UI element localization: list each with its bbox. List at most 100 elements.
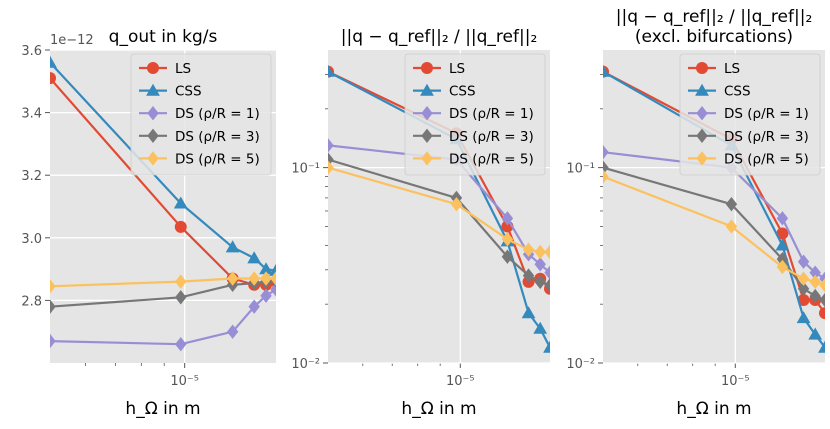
data-point — [50, 299, 56, 314]
y-tick-label: 10⁻¹ — [566, 162, 595, 177]
data-point — [450, 196, 463, 212]
legend-box — [404, 53, 546, 176]
data-point — [809, 274, 821, 290]
legend-label: DS (ρ/R = 5) — [175, 151, 260, 167]
data-point — [501, 211, 514, 226]
data-point — [797, 294, 810, 307]
data-point — [776, 211, 789, 226]
legend-marker — [696, 151, 708, 166]
data-point — [226, 324, 239, 339]
panel-title: ||q − q_ref||₂ / ||q_ref||₂ — [341, 27, 538, 47]
legend-marker — [696, 128, 708, 143]
panel-subtitle: (excl. bifurcations) — [635, 27, 793, 47]
y-tick-label: 3.4 — [21, 107, 42, 122]
x-axis-label: h_Ω in m — [401, 399, 476, 419]
data-point — [775, 238, 790, 251]
data-point — [819, 278, 825, 293]
x-tick-label: 10⁻⁵ — [446, 374, 475, 389]
legend-label: CSS — [724, 84, 751, 100]
legend-marker — [147, 128, 159, 143]
data-point — [270, 271, 276, 286]
legend-marker — [421, 106, 433, 121]
data-point — [797, 271, 810, 286]
legend-box — [130, 53, 272, 176]
data-point — [260, 288, 272, 303]
legend-label: DS (ρ/R = 1) — [175, 106, 260, 122]
data-point — [328, 138, 334, 153]
data-point — [175, 337, 187, 352]
y-tick-label: 3.2 — [21, 169, 42, 184]
data-point — [269, 263, 276, 276]
legend-label: DS (ρ/R = 5) — [449, 151, 534, 167]
legend-marker — [421, 151, 433, 166]
data-point — [328, 160, 334, 175]
data-point — [534, 244, 546, 260]
legend-marker — [147, 62, 159, 74]
legend-marker — [695, 83, 709, 96]
legend-marker — [146, 83, 160, 96]
data-point — [270, 282, 276, 297]
legend-label: DS (ρ/R = 3) — [724, 129, 809, 145]
legend-label: LS — [724, 61, 740, 77]
legend: LS CSS DS (ρ/R = 1) DS (ρ/R = 3) DS (ρ/R = 5… — [130, 53, 272, 176]
data-point — [776, 251, 789, 267]
x-tick-label: 10⁻⁵ — [170, 374, 199, 389]
data-point — [501, 249, 514, 264]
data-point — [248, 271, 260, 286]
data-point — [725, 196, 738, 212]
x-tick-label: 10⁻⁵ — [721, 374, 750, 389]
y-tick-label: 3.6 — [21, 44, 42, 59]
data-point — [225, 240, 240, 253]
legend-marker — [421, 62, 433, 74]
legend-marker — [420, 83, 434, 96]
data-point — [809, 288, 821, 304]
legend: LS CSS DS (ρ/R = 1) DS (ρ/R = 3) DS (ρ/R = 5… — [404, 53, 546, 176]
data-point — [247, 251, 262, 264]
data-point — [544, 244, 550, 260]
data-point — [174, 220, 187, 233]
data-point — [818, 340, 825, 353]
data-point — [534, 274, 546, 290]
data-point — [248, 299, 260, 314]
data-point — [259, 262, 273, 275]
data-point — [226, 271, 239, 286]
x-axis-label: h_Ω in m — [676, 399, 751, 419]
data-point — [819, 307, 825, 320]
x-axis-label: h_Ω in m — [125, 399, 200, 419]
data-point — [534, 257, 546, 272]
series-group — [50, 55, 276, 352]
data-point — [175, 290, 187, 305]
panel-title: ||q − q_ref||₂ / ||q_ref||₂ — [616, 7, 813, 27]
data-point — [50, 55, 57, 68]
data-point — [797, 281, 810, 296]
data-point — [522, 242, 535, 257]
legend-label: CSS — [175, 84, 202, 100]
data-point — [501, 232, 514, 247]
data-point — [533, 321, 548, 334]
data-point — [796, 311, 811, 324]
data-point — [819, 292, 825, 308]
panel-3: 10⁻⁵ 10⁻² 10⁻¹ LS CSS DS (ρ/R = 1) DS (ρ/R = 3… — [566, 7, 825, 419]
data-point — [603, 144, 609, 160]
data-point — [776, 259, 789, 275]
legend-marker — [421, 128, 433, 143]
data-point — [603, 64, 610, 77]
data-point — [809, 265, 821, 280]
data-point — [50, 333, 56, 349]
y-multiplier: 1e−12 — [50, 33, 94, 48]
data-point — [50, 279, 56, 294]
data-point — [603, 169, 609, 184]
data-point — [544, 278, 550, 293]
data-point — [776, 227, 789, 240]
data-point — [725, 219, 738, 234]
legend-label: DS (ρ/R = 3) — [449, 129, 534, 145]
data-point — [522, 268, 535, 283]
data-point — [175, 274, 187, 289]
data-point — [50, 72, 56, 85]
data-point — [328, 64, 335, 77]
panel-title: q_out in kg/s — [109, 27, 218, 47]
data-point — [808, 327, 823, 340]
data-point — [544, 265, 550, 280]
legend-label: CSS — [449, 84, 476, 100]
